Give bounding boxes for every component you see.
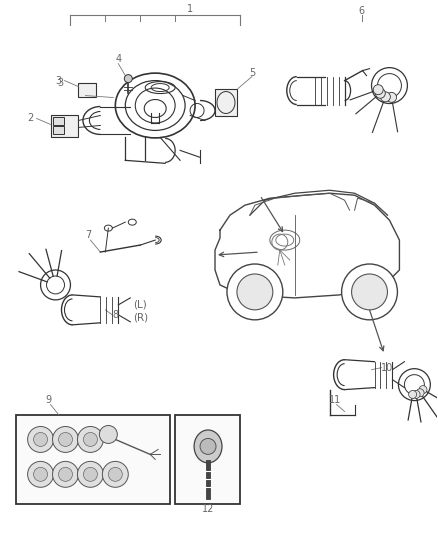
Text: 10: 10 — [381, 362, 394, 373]
Circle shape — [416, 389, 424, 397]
Circle shape — [59, 467, 72, 481]
Bar — [53, 126, 64, 134]
Circle shape — [352, 274, 388, 310]
Circle shape — [419, 385, 427, 393]
Text: 4: 4 — [115, 54, 121, 63]
Circle shape — [387, 92, 396, 102]
Circle shape — [53, 462, 78, 487]
Bar — [215, 88, 237, 117]
Text: (L): (L) — [134, 300, 147, 310]
Circle shape — [342, 264, 397, 320]
Text: 7: 7 — [85, 230, 92, 240]
Circle shape — [53, 426, 78, 453]
Text: 1: 1 — [187, 4, 193, 14]
Circle shape — [409, 391, 417, 399]
Bar — [53, 117, 64, 125]
Bar — [78, 83, 96, 96]
Circle shape — [373, 85, 383, 95]
Text: 6: 6 — [358, 6, 364, 16]
Text: 3: 3 — [57, 78, 64, 87]
Text: 5: 5 — [249, 68, 255, 78]
Circle shape — [83, 432, 97, 447]
Circle shape — [78, 426, 103, 453]
Circle shape — [99, 425, 117, 443]
Circle shape — [375, 88, 385, 98]
Circle shape — [34, 467, 48, 481]
Text: 11: 11 — [328, 394, 341, 405]
Circle shape — [28, 426, 53, 453]
Bar — [355, 270, 385, 288]
Circle shape — [34, 432, 48, 447]
Circle shape — [124, 75, 132, 83]
Circle shape — [227, 264, 283, 320]
Text: 8: 8 — [112, 310, 118, 320]
Text: 3: 3 — [56, 76, 62, 86]
Circle shape — [237, 274, 273, 310]
Bar — [50, 116, 78, 138]
Circle shape — [28, 462, 53, 487]
Text: 2: 2 — [28, 114, 34, 124]
Bar — [175, 415, 240, 504]
Circle shape — [102, 462, 128, 487]
Text: 9: 9 — [46, 394, 52, 405]
Circle shape — [108, 467, 122, 481]
Text: 12: 12 — [202, 504, 214, 514]
Text: (R): (R) — [133, 313, 148, 323]
Circle shape — [200, 439, 216, 455]
Circle shape — [78, 462, 103, 487]
Ellipse shape — [194, 430, 222, 463]
Circle shape — [412, 391, 420, 399]
Circle shape — [380, 92, 390, 102]
Bar — [16, 415, 170, 504]
Circle shape — [83, 467, 97, 481]
Circle shape — [59, 432, 72, 447]
